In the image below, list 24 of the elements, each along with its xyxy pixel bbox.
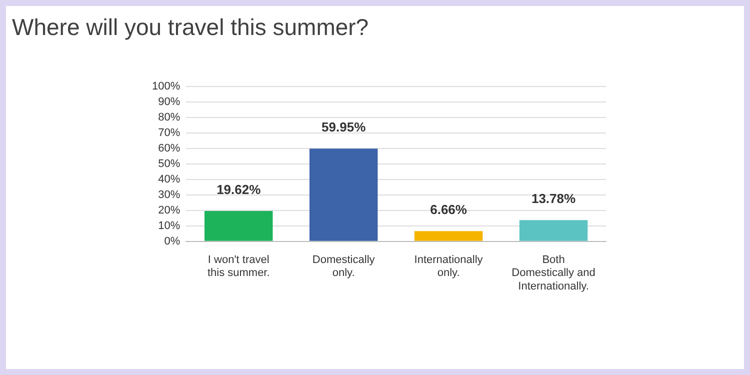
data-label: 6.66%	[430, 202, 468, 218]
y-tick-label: 80%	[158, 112, 180, 124]
y-tick-label: 50%	[158, 158, 180, 170]
y-tick-label: 20%	[158, 204, 180, 216]
bar	[309, 148, 378, 241]
data-label: 13.78%	[531, 191, 576, 206]
y-tick-label: 40%	[158, 174, 180, 186]
x-tick-label: I won't travel this summer.	[207, 254, 270, 280]
y-tick-label: 0%	[164, 235, 180, 248]
chart-title: Where will you travel this summer?	[12, 14, 369, 41]
bar	[519, 220, 588, 241]
bar	[204, 211, 273, 241]
y-tick-label: 90%	[158, 96, 180, 108]
x-tick-label: Domestically only.	[312, 254, 376, 280]
y-tick-label: 60%	[158, 142, 180, 155]
y-tick-label: 10%	[158, 220, 180, 232]
x-tick-label: Internationally only.	[414, 254, 484, 280]
data-label: 19.62%	[216, 182, 262, 198]
y-tick-label: 70%	[158, 127, 180, 140]
bar	[414, 231, 483, 241]
x-tick-label: Both Domestically and Internationally.	[512, 254, 596, 292]
y-tick-label: 100%	[152, 80, 180, 93]
data-label: 59.95%	[322, 120, 366, 135]
y-tick-label: 30%	[158, 188, 180, 201]
